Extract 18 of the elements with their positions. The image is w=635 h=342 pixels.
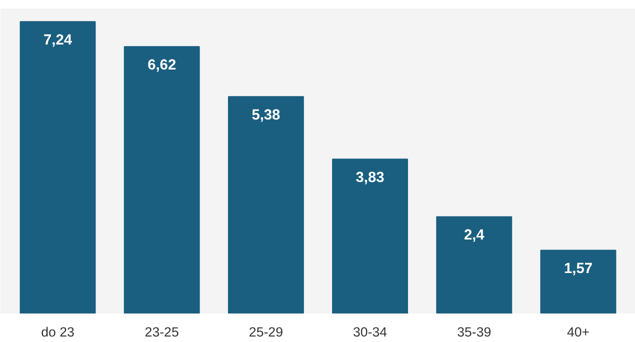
bar <box>20 21 96 314</box>
bar <box>332 158 408 314</box>
x-tick-label: 35-39 <box>457 324 492 340</box>
x-tick-label: 30-34 <box>353 324 388 340</box>
data-label: 2,4 <box>464 228 486 244</box>
x-tick-label: 25-29 <box>248 324 283 340</box>
data-label: 1,57 <box>564 261 593 278</box>
data-label: 7,24 <box>43 32 73 49</box>
x-tick-label: 23-25 <box>144 324 179 340</box>
data-label: 3,83 <box>356 170 384 186</box>
bar <box>124 46 200 314</box>
data-label: 5,38 <box>252 108 280 124</box>
data-label: 6,62 <box>148 58 176 74</box>
bar <box>540 250 616 314</box>
x-tick-label: do 23 <box>41 324 74 340</box>
bar <box>228 96 304 314</box>
bar <box>436 216 512 314</box>
x-tick-label: 40+ <box>566 324 590 340</box>
